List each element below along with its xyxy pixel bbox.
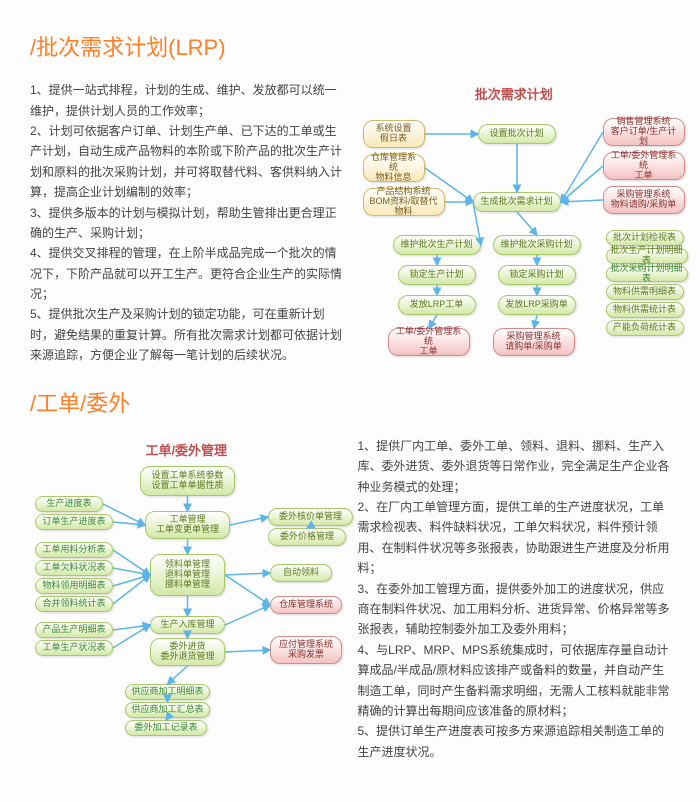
section1-row: 1、提供一站式排程，计划的生成、维护、发放都可以统一维护，提供计划人员的工作效率…: [30, 80, 670, 365]
diagram-node: 物料供需统计表: [606, 302, 684, 318]
diagram-title: 工单/委外管理: [30, 441, 343, 462]
diagram-node: 仓库管理系统: [270, 596, 342, 614]
diagram-node: 设置批次计划: [478, 124, 556, 144]
diagram-node: 生成批次需求计划: [473, 192, 561, 212]
diagram-node: 维护批次生产计划: [393, 235, 481, 255]
diagram-node: 订单生产进度表: [35, 514, 113, 530]
paragraph: 5、提供批次生产及采购计划的锁定功能，可在重新计划时，避免结果的重复计算。所有批…: [30, 304, 343, 365]
diagram-node: 批次计划检视表: [606, 230, 684, 246]
paragraph: 1、提供一站式排程，计划的生成、维护、发放都可以统一维护，提供计划人员的工作效率…: [30, 80, 343, 121]
diagram-node: 工单管理工单变更单管理: [145, 511, 230, 539]
diagram-node: 物料供需明细表: [606, 284, 684, 300]
paragraph: 4、提供交叉排程的管理，在上阶半成品完成一个批次的情况下，下阶产品就可以开工生产…: [30, 243, 343, 304]
diagram-node: 工单生产状况表: [35, 640, 113, 656]
section2-title: /工单/委外: [30, 386, 670, 421]
diagram-node: 工单/委外管理系统工单: [603, 152, 685, 180]
paragraph: 3、在委外加工管理方面，提供委外加工的进度状况，供应商在制料件状况、加工用料分析…: [358, 579, 671, 640]
paragraph: 3、提供多版本的计划与模拟计划，帮助生管排出更合理正确的生产、采购计划；: [30, 203, 343, 244]
diagram-node: 委外价格管理: [268, 528, 346, 546]
paragraph: 5、提供订单生产进度表可按多方来源追踪相关制造工单的生产进度状况。: [358, 721, 671, 762]
diagram-node: 发放LRP工单: [398, 295, 476, 315]
paragraph: 2、计划可依据客户订单、计划生产单、已下达的工单或生产计划，自动生成产品物料的本…: [30, 121, 343, 203]
diagram-node: 供应商加工明细表: [125, 684, 210, 700]
section1-title: /批次需求计划(LRP): [30, 30, 670, 65]
diagram-node: 委外加工记录表: [125, 720, 207, 736]
diagram-node: 领料单管理退料单管理挪料单管理: [150, 554, 225, 596]
diagram-node: 委外核价单管理: [268, 508, 353, 526]
paragraph: 2、在厂内工单管理方面，提供工单的生产进度状况，工单需求检视表、料件缺料状况，工…: [358, 497, 671, 579]
diagram-node: 工单/委外管理系统工单: [388, 328, 470, 356]
diagram-node: 物料领用明细表: [35, 578, 113, 594]
diagram-node: 产品生产明细表: [35, 622, 113, 638]
section2-text: 1、提供厂内工单、委外工单、领料、退料、挪料、生产入库、委外进货、委外退货等日常…: [358, 436, 671, 762]
lrp-diagram: 批次需求计划系统设置假日表设置批次计划销售管理系统客户订单/生产计划仓库管理系统…: [358, 80, 671, 360]
paragraph: 4、与LRP、MRP、MPS系统集成时，可依据库存量自动计算成品/半成品/原材料…: [358, 640, 671, 722]
diagram-node: 产品结构系统BOM资料/取替代物料: [363, 188, 445, 216]
diagram-node: 工单欠料状况表: [35, 560, 113, 576]
diagram-title: 批次需求计划: [358, 85, 671, 106]
diagram-node: 发放LRP采购单: [498, 295, 576, 315]
diagram-node: 锁定生产计划: [398, 265, 476, 285]
diagram-node: 委外进货委外退货管理: [150, 638, 225, 666]
diagram-node: 设置工单系统参数设置工单单据性质: [140, 466, 235, 496]
diagram-node: 锁定采购计划: [498, 265, 576, 285]
diagram-node: 生产入库管理: [150, 616, 225, 634]
section2-row: 工单/委外管理设置工单系统参数设置工单单据性质生产进度表订单生产进度表 工单管理工…: [30, 436, 670, 762]
wo-diagram: 工单/委外管理设置工单系统参数设置工单单据性质生产进度表订单生产进度表 工单管理工…: [30, 436, 343, 756]
paragraph: 1、提供厂内工单、委外工单、领料、退料、挪料、生产入库、委外进货、委外退货等日常…: [358, 436, 671, 497]
diagram-node: 工单用料分析表: [35, 542, 113, 558]
diagram-node: 应付管理系统采购发票: [270, 636, 342, 664]
diagram-node: 采购管理系统物料请购/采购单: [603, 186, 685, 214]
diagram-node: 批次生产计划明细表: [606, 248, 688, 264]
diagram-node: 系统设置假日表: [363, 120, 425, 148]
diagram-node: 产能负荷统计表: [606, 320, 684, 336]
diagram-node: 维护批次采购计划: [493, 235, 581, 255]
diagram-node: 供应商加工汇总表: [125, 702, 210, 718]
diagram-node: 生产进度表: [35, 496, 103, 512]
diagram-node: 合并领料统计表: [35, 596, 113, 612]
diagram-node: 销售管理系统客户订单/生产计划: [603, 118, 685, 146]
diagram-node: 采购管理系统请购单/采购单: [493, 328, 575, 356]
diagram-node: 自动领料: [270, 564, 332, 582]
section1-text: 1、提供一站式排程，计划的生成、维护、发放都可以统一维护，提供计划人员的工作效率…: [30, 80, 343, 365]
diagram-node: 批次采购计划明细表: [606, 266, 688, 282]
diagram-node: 仓库管理系统物料信息: [363, 154, 425, 182]
